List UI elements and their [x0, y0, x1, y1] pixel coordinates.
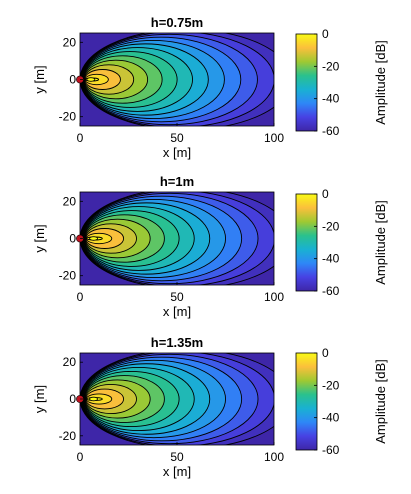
- x-tick-label: 100: [264, 131, 284, 145]
- colorbar-tick-label: -60: [322, 443, 340, 457]
- colorbar-label: Amplitude [dB]: [373, 359, 388, 444]
- y-tick-label: -20: [59, 429, 77, 443]
- x-axis-label: x [m]: [163, 304, 191, 319]
- x-tick-label: 50: [170, 290, 184, 304]
- colorbar-tick-label: -20: [322, 378, 340, 392]
- y-tick-label: 0: [69, 232, 76, 246]
- colorbar: [295, 352, 318, 451]
- colorbar-tick-label: -60: [322, 124, 340, 138]
- colorbar: [295, 193, 318, 292]
- colorbar: [295, 33, 318, 132]
- y-tick-label: -20: [59, 269, 77, 283]
- colorbar-tick-label: -40: [322, 92, 340, 106]
- x-tick-label: 100: [264, 290, 284, 304]
- y-tick-label: 20: [63, 355, 77, 369]
- panel-title: h=1m: [160, 174, 194, 189]
- colorbar-tick-label: 0: [322, 346, 329, 360]
- x-tick-label: 100: [264, 450, 284, 464]
- colorbar-tick-label: -20: [322, 219, 340, 233]
- contour-field: [80, 192, 274, 285]
- contour-field: [80, 353, 274, 445]
- y-axis-label: y [m]: [32, 65, 47, 93]
- x-tick-label: 0: [77, 290, 84, 304]
- peak-region: [86, 77, 96, 82]
- x-tick-label: 50: [170, 450, 184, 464]
- colorbar-tick-label: 0: [322, 187, 329, 201]
- y-axis-label: y [m]: [32, 224, 47, 252]
- y-tick-label: 20: [63, 194, 77, 208]
- colorbar-tick-label: 0: [322, 27, 329, 41]
- colorbar-label: Amplitude [dB]: [373, 40, 388, 125]
- x-tick-label: 0: [77, 131, 84, 145]
- x-axis-label: x [m]: [163, 464, 191, 479]
- y-tick-label: 20: [63, 35, 77, 49]
- y-tick-label: 0: [69, 392, 76, 406]
- x-tick-label: 50: [170, 131, 184, 145]
- contour-field: [80, 33, 274, 126]
- y-tick-label: 0: [69, 73, 76, 87]
- x-tick-label: 0: [77, 450, 84, 464]
- colorbar-tick-label: -40: [322, 252, 340, 266]
- y-axis-label: y [m]: [32, 385, 47, 413]
- colorbar-tick-label: -40: [322, 411, 340, 425]
- peak-region: [89, 236, 98, 241]
- x-axis-label: x [m]: [163, 145, 191, 160]
- panel-title: h=1.35m: [151, 335, 203, 350]
- colorbar-tick-label: -60: [322, 284, 340, 298]
- colorbar-tick-label: -20: [322, 59, 340, 73]
- panel-title: h=0.75m: [151, 15, 203, 30]
- peak-region: [89, 396, 98, 402]
- y-tick-label: -20: [59, 110, 77, 124]
- colorbar-label: Amplitude [dB]: [373, 200, 388, 285]
